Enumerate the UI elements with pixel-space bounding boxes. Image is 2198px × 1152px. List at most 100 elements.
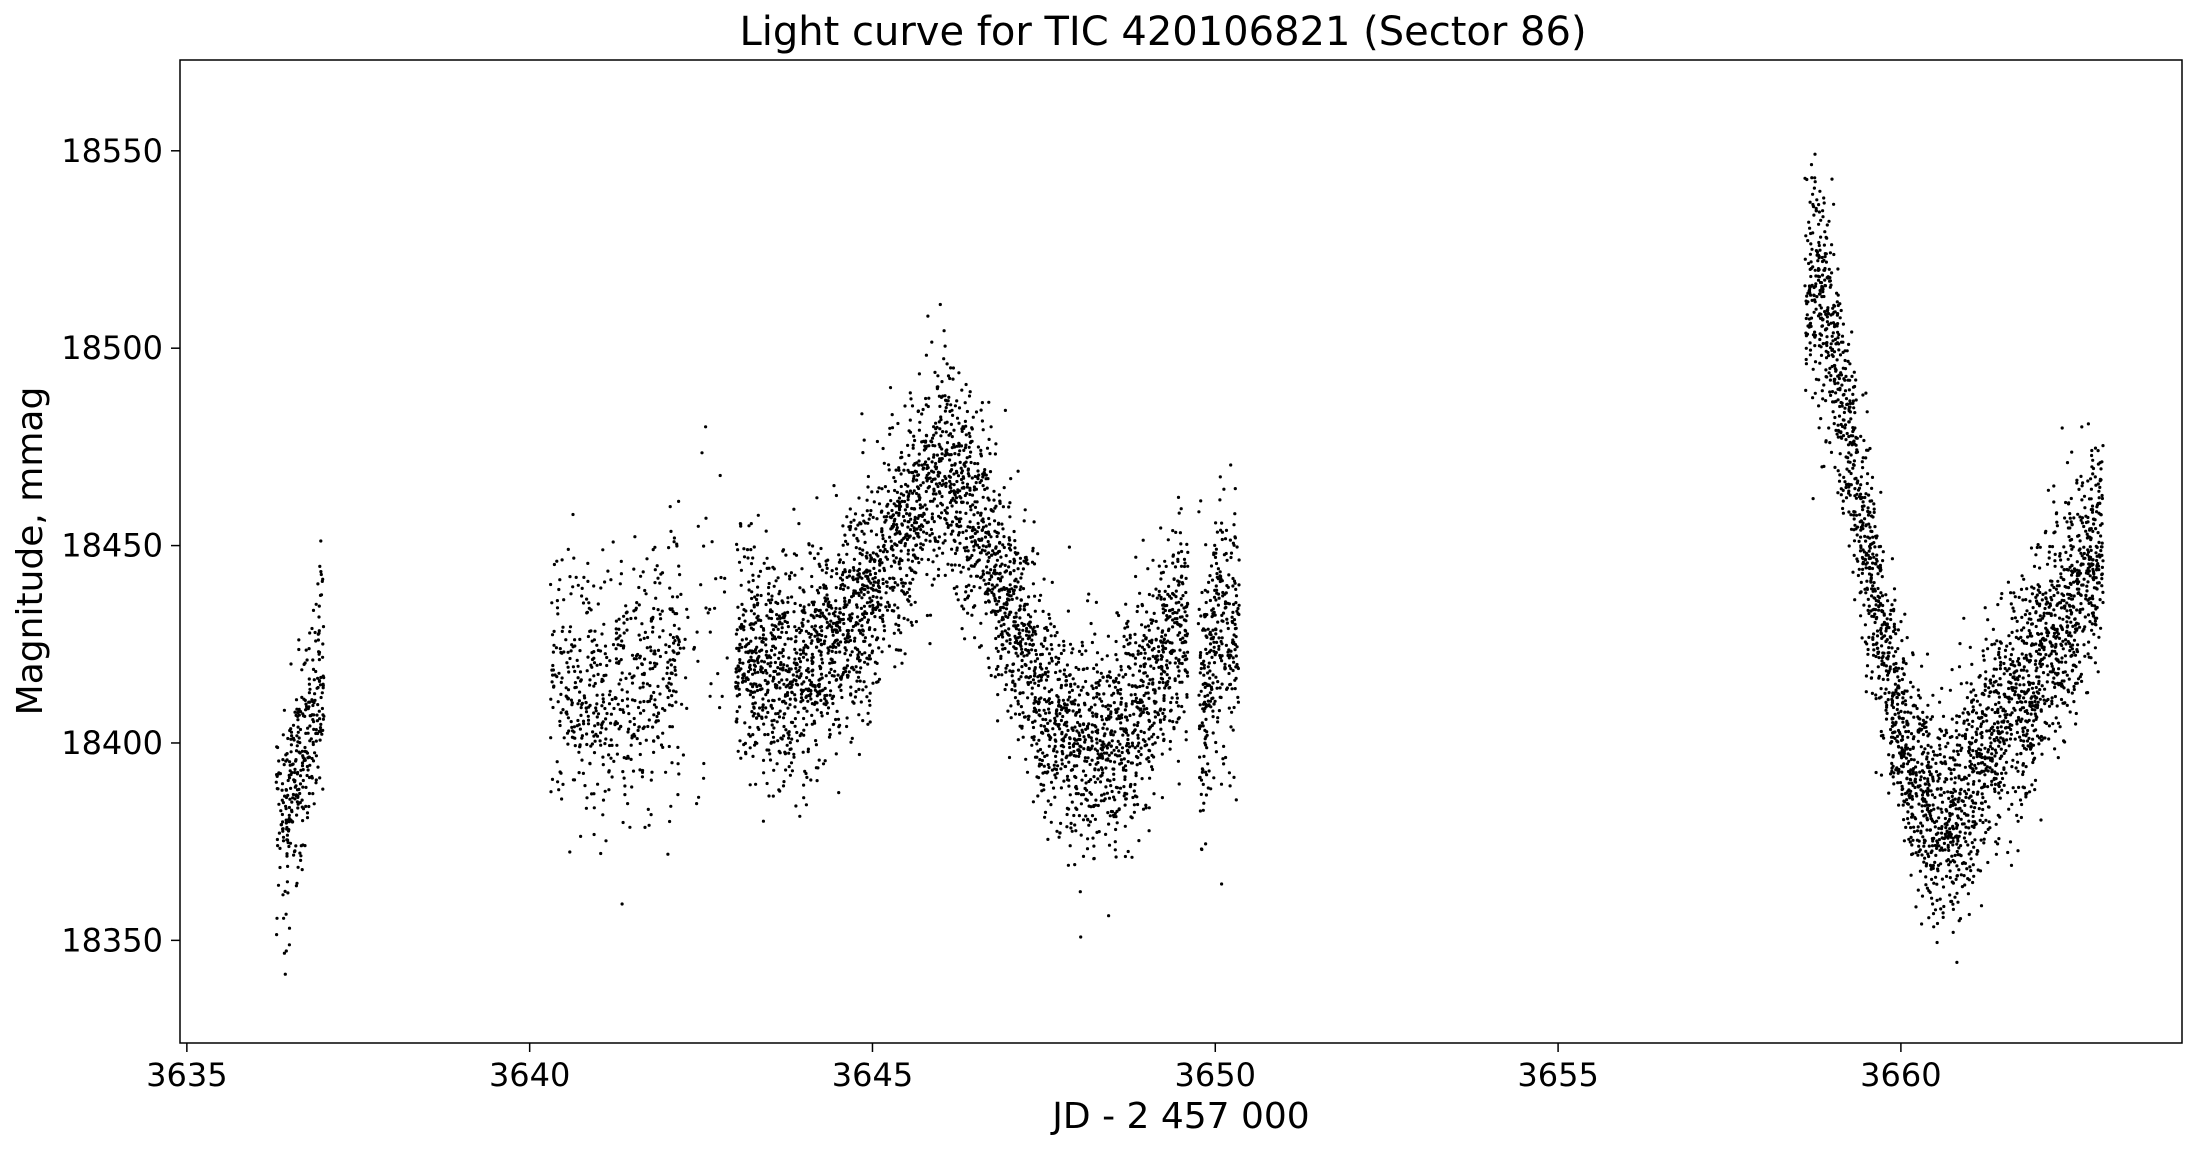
data-point: [1001, 505, 1006, 509]
data-point: [980, 528, 985, 532]
data-point: [945, 506, 949, 510]
data-point: [761, 819, 766, 823]
data-point: [966, 611, 970, 615]
data-point: [1152, 699, 1156, 704]
data-point: [300, 868, 304, 872]
data-point: [932, 497, 937, 501]
data-point: [999, 587, 1004, 591]
data-point: [285, 827, 289, 831]
data-point: [820, 676, 824, 680]
data-point: [1032, 674, 1037, 678]
data-point: [618, 707, 622, 712]
data-point: [1167, 686, 1171, 690]
data-point: [874, 533, 879, 537]
data-point: [1101, 726, 1105, 730]
data-point: [839, 640, 843, 644]
data-point: [828, 693, 832, 697]
data-point: [1139, 746, 1143, 750]
data-point: [1087, 592, 1091, 596]
data-point: [797, 522, 801, 526]
data-point: [815, 630, 819, 635]
data-point: [905, 590, 909, 595]
data-point: [286, 864, 290, 869]
data-point: [592, 674, 596, 678]
data-point: [764, 715, 768, 719]
data-point: [559, 692, 563, 697]
data-point: [1029, 625, 1033, 629]
data-point: [742, 625, 746, 629]
data-point: [619, 724, 623, 729]
data-point: [1210, 655, 1214, 660]
data-point: [1037, 764, 1041, 768]
data-point: [1144, 636, 1148, 641]
data-point: [1131, 744, 1135, 748]
data-point: [753, 671, 757, 675]
data-point: [1212, 649, 1216, 653]
data-point: [819, 653, 823, 657]
data-point: [1088, 762, 1092, 767]
data-point: [1177, 600, 1181, 604]
data-point: [777, 635, 781, 639]
data-point: [1099, 766, 1103, 770]
data-point: [1161, 570, 1165, 575]
data-point: [1150, 753, 1154, 758]
data-point: [571, 512, 575, 517]
data-point: [899, 540, 903, 545]
data-point: [677, 651, 681, 655]
data-point: [966, 468, 970, 472]
data-point: [1201, 682, 1205, 687]
data-point: [811, 544, 815, 548]
data-point: [799, 700, 803, 704]
data-point: [865, 601, 870, 605]
data-point: [1225, 621, 1229, 625]
data-point: [965, 545, 969, 549]
data-point: [764, 653, 768, 657]
data-point: [738, 658, 742, 662]
data-point: [1161, 644, 1165, 648]
data-point: [876, 581, 880, 585]
data-point: [656, 684, 660, 689]
data-point: [863, 651, 867, 655]
data-point: [1090, 730, 1094, 734]
data-point: [1128, 713, 1132, 718]
data-point: [866, 722, 870, 726]
data-point: [738, 739, 742, 743]
data-point: [281, 893, 285, 897]
data-point: [1162, 637, 1166, 641]
data-point: [738, 661, 742, 665]
data-point: [900, 589, 904, 593]
data-point: [962, 607, 966, 611]
data-point: [1099, 799, 1103, 803]
data-point: [810, 652, 815, 657]
data-point: [761, 697, 765, 701]
data-point: [1173, 661, 1177, 665]
data-point: [633, 699, 637, 703]
data-point: [311, 703, 315, 708]
data-point: [1099, 752, 1104, 756]
data-point: [1057, 700, 1061, 704]
data-point: [868, 559, 872, 564]
data-point: [919, 542, 923, 546]
data-point: [1137, 839, 1141, 843]
data-point: [939, 459, 943, 463]
data-point: [744, 750, 748, 755]
data-point: [797, 668, 801, 673]
data-point: [1124, 797, 1128, 801]
data-point: [926, 486, 930, 490]
data-point: [661, 731, 665, 735]
data-point: [912, 477, 916, 481]
data-point: [1198, 755, 1202, 759]
data-point: [944, 476, 948, 481]
data-point: [814, 743, 819, 747]
data-point: [1084, 679, 1088, 684]
data-point: [995, 558, 1000, 562]
data-point: [653, 652, 657, 656]
data-point: [806, 747, 811, 751]
data-point: [802, 796, 806, 800]
data-point: [320, 691, 324, 695]
data-point: [1223, 606, 1227, 610]
data-point: [1094, 686, 1098, 690]
data-point: [290, 800, 294, 804]
data-point: [1030, 686, 1034, 690]
data-point: [952, 428, 956, 432]
